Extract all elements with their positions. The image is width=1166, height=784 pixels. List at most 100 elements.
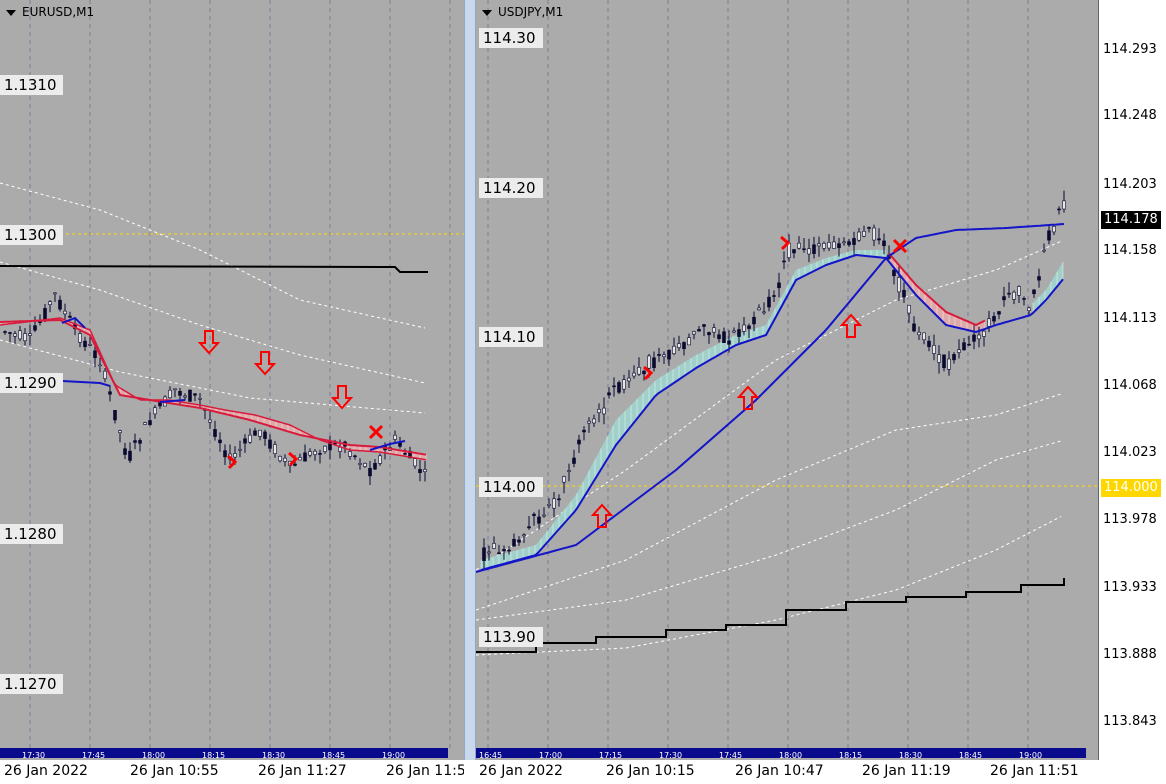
candle-body <box>298 457 302 461</box>
eurusd-chart-panel[interactable]: EURUSD,M1 1.1310 1.1300 1.1290 1.1280 1.… <box>0 0 464 760</box>
candle-body <box>772 295 776 297</box>
time-tick: 18:30 <box>899 751 923 760</box>
candle-body <box>418 469 422 473</box>
candle-body <box>642 370 646 375</box>
candle-body <box>867 227 871 229</box>
candle-body <box>63 310 67 315</box>
exit-mark-icon <box>227 454 238 470</box>
candle-body <box>168 389 172 399</box>
sell-arrow-icon <box>197 330 221 355</box>
candle-body <box>268 439 272 449</box>
candle-body <box>103 370 107 379</box>
panel-splitter[interactable] <box>464 0 476 784</box>
candle-body <box>687 337 691 346</box>
candle-body <box>258 429 262 437</box>
candle-body <box>972 334 976 342</box>
time-tick: 17:15 <box>599 751 623 760</box>
candle-body <box>263 431 267 439</box>
candle-body <box>183 395 187 398</box>
candle-body <box>727 340 731 345</box>
candle-body <box>68 315 72 318</box>
time-tick: 18:45 <box>322 751 346 760</box>
dropdown-triangle-icon[interactable] <box>6 9 16 16</box>
axis-price-label: 114.248 <box>1103 108 1157 123</box>
candle-body <box>862 230 866 237</box>
time-tick: 17:00 <box>539 751 563 760</box>
axis-price-label: 114.203 <box>1103 177 1157 192</box>
candle-body <box>997 311 1001 315</box>
candle-body <box>892 269 896 277</box>
candle-body <box>657 354 661 356</box>
candle-body <box>742 324 746 332</box>
candle-body <box>178 391 182 396</box>
exit-mark-icon <box>780 235 791 251</box>
date-label: 26 Jan 11:51 <box>990 763 1079 779</box>
candle-body <box>777 282 781 289</box>
candle-body <box>582 429 586 433</box>
candle-body <box>722 331 726 343</box>
candle-body <box>403 453 407 455</box>
price-label: 113.90 <box>479 627 543 647</box>
candle-body <box>637 367 641 375</box>
usdjpy-chart-panel[interactable]: USDJPY,M1 114.30 114.20 114.10 114.00 11… <box>476 0 1098 760</box>
candle-body <box>173 388 177 391</box>
candle-body <box>378 455 382 464</box>
candle-body <box>977 334 981 340</box>
candle-body <box>957 349 961 353</box>
candle-body <box>273 444 277 454</box>
candle-body <box>133 440 137 443</box>
candle-body <box>902 289 906 298</box>
candle-body <box>198 397 202 400</box>
candle-body <box>632 372 636 377</box>
candle-body <box>537 516 541 524</box>
eurusd-chart-canvas[interactable] <box>0 0 464 760</box>
dropdown-triangle-icon[interactable] <box>482 9 492 16</box>
line-price-tag: 114.000 <box>1101 479 1161 497</box>
price-label: 1.1270 <box>0 674 63 694</box>
candle-body <box>123 448 127 455</box>
candle-body <box>732 330 736 333</box>
price-label: 114.10 <box>479 327 543 347</box>
ema-segment <box>159 399 186 403</box>
candle-body <box>238 448 242 451</box>
candle-body <box>912 323 916 332</box>
candle-body <box>497 552 501 555</box>
candle-body <box>128 450 132 461</box>
candle-body <box>363 463 367 467</box>
candle-body <box>877 238 881 241</box>
axis-price-label: 113.933 <box>1103 580 1157 595</box>
candle-body <box>33 325 37 331</box>
candle-body <box>607 392 611 396</box>
candle-body <box>1002 296 1006 301</box>
ema-segment <box>61 380 111 387</box>
candle-body <box>947 358 951 370</box>
candle-body <box>1012 291 1016 300</box>
candle-body <box>423 469 427 473</box>
envelope-line <box>476 393 1062 611</box>
candle-body <box>78 333 82 343</box>
usdjpy-chart-canvas[interactable] <box>476 0 1098 760</box>
candle-body <box>662 354 666 357</box>
candle-body <box>682 342 686 350</box>
candle-body <box>882 240 886 247</box>
candle-body <box>138 440 142 444</box>
candle-body <box>218 439 222 444</box>
candle-body <box>208 419 212 423</box>
close-mark-icon <box>368 424 384 440</box>
candle-body <box>932 345 936 354</box>
candle-body <box>672 345 676 354</box>
fast-ema-line <box>0 317 427 461</box>
date-label: 26 Jan 11:19 <box>862 763 951 779</box>
candle-body <box>532 513 536 516</box>
candle-body <box>907 304 911 314</box>
candle-body <box>313 450 317 455</box>
candle-body <box>792 249 796 254</box>
candle-body <box>897 277 901 293</box>
sell-arrow-icon <box>253 351 277 376</box>
candle-body <box>223 450 227 458</box>
usdjpy-price-axis[interactable]: 114.293 114.248 114.203 114.158 114.113 … <box>1098 0 1166 760</box>
candle-body <box>567 470 571 472</box>
candle-body <box>482 547 486 561</box>
time-tick: 18:15 <box>202 751 226 760</box>
candle-body <box>927 340 931 348</box>
